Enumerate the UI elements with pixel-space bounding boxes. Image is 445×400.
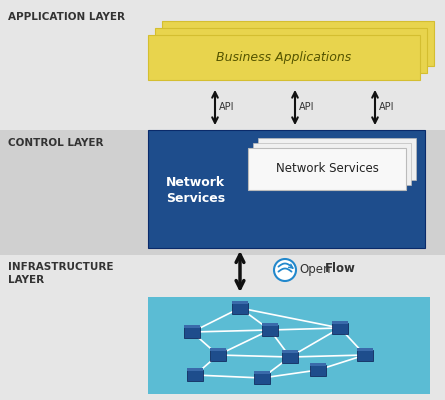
FancyBboxPatch shape [282,350,298,352]
FancyBboxPatch shape [187,368,203,370]
FancyBboxPatch shape [357,350,373,360]
Text: Business Applications: Business Applications [216,51,352,64]
Text: CONTROL LAYER: CONTROL LAYER [8,138,104,148]
Text: Network Services: Network Services [275,162,378,176]
FancyBboxPatch shape [248,148,406,190]
FancyBboxPatch shape [254,372,270,384]
FancyBboxPatch shape [0,255,445,400]
Text: APPLICATION LAYER: APPLICATION LAYER [8,12,125,22]
FancyBboxPatch shape [232,300,248,304]
Text: Network
Services: Network Services [166,176,225,206]
Text: API: API [219,102,235,112]
FancyBboxPatch shape [332,320,348,324]
FancyBboxPatch shape [210,350,226,360]
FancyBboxPatch shape [0,130,445,255]
FancyBboxPatch shape [155,28,427,73]
Text: Open: Open [299,262,331,276]
FancyBboxPatch shape [282,352,298,362]
FancyBboxPatch shape [357,348,373,350]
FancyBboxPatch shape [232,302,248,314]
FancyBboxPatch shape [148,35,420,80]
FancyBboxPatch shape [184,324,200,328]
Circle shape [274,259,296,281]
FancyBboxPatch shape [148,297,430,394]
FancyBboxPatch shape [332,322,348,334]
Text: API: API [379,102,395,112]
FancyBboxPatch shape [162,21,434,66]
FancyBboxPatch shape [148,130,425,248]
FancyBboxPatch shape [262,322,278,326]
Text: API: API [299,102,315,112]
FancyBboxPatch shape [184,326,200,338]
FancyBboxPatch shape [310,362,326,366]
FancyBboxPatch shape [262,324,278,336]
FancyBboxPatch shape [254,370,270,374]
Text: Flow: Flow [325,262,356,276]
FancyBboxPatch shape [310,364,326,376]
FancyBboxPatch shape [210,348,226,350]
Text: INFRASTRUCTURE
LAYER: INFRASTRUCTURE LAYER [8,262,113,285]
FancyBboxPatch shape [258,138,416,180]
FancyBboxPatch shape [253,143,411,185]
FancyBboxPatch shape [0,0,445,130]
FancyBboxPatch shape [187,370,203,380]
